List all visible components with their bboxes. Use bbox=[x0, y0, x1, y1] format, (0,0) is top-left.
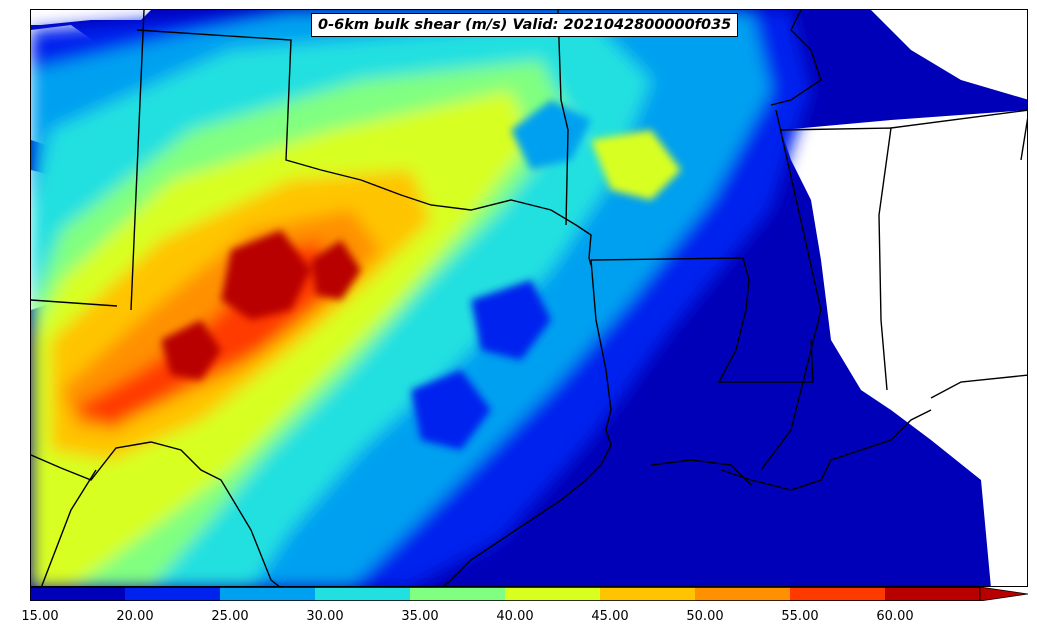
colorbar-tick-label: 60.00 bbox=[876, 609, 914, 624]
map-title: 0-6km bulk shear (m/s) Valid: 2021042800… bbox=[311, 13, 739, 37]
colorbar-outline bbox=[30, 587, 980, 601]
shear-contours bbox=[31, 10, 811, 586]
map-panel bbox=[30, 9, 1028, 587]
colorbar-segment bbox=[695, 587, 790, 601]
colorbar-segment bbox=[790, 587, 885, 601]
colorbar-tick-label: 30.00 bbox=[306, 609, 344, 624]
colorbar-tick-label: 15.00 bbox=[21, 609, 59, 624]
colorbar-segment bbox=[30, 587, 125, 601]
colorbar-extend-arrow bbox=[979, 587, 1028, 601]
colorbar bbox=[30, 587, 1028, 601]
colorbar-tick-label: 45.00 bbox=[591, 609, 629, 624]
colorbar-segment bbox=[410, 587, 505, 601]
colorbar-segment bbox=[220, 587, 315, 601]
colorbar-segment bbox=[125, 587, 220, 601]
colorbar-tick-label: 35.00 bbox=[401, 609, 439, 624]
colorbar-tick-label: 20.00 bbox=[116, 609, 154, 624]
shear-maxima bbox=[161, 100, 681, 450]
colorbar-tick-label: 25.00 bbox=[211, 609, 249, 624]
state-borders bbox=[31, 10, 1027, 586]
shear-map bbox=[31, 10, 1027, 586]
colorbar-tick-label: 55.00 bbox=[781, 609, 819, 624]
colorbar-segment bbox=[885, 587, 980, 601]
colorbar-tick-label: 40.00 bbox=[496, 609, 534, 624]
colorbar-segment bbox=[600, 587, 695, 601]
colorbar-tick-label: 50.00 bbox=[686, 609, 724, 624]
colorbar-segment bbox=[505, 587, 600, 601]
colorbar-segment bbox=[315, 587, 410, 601]
